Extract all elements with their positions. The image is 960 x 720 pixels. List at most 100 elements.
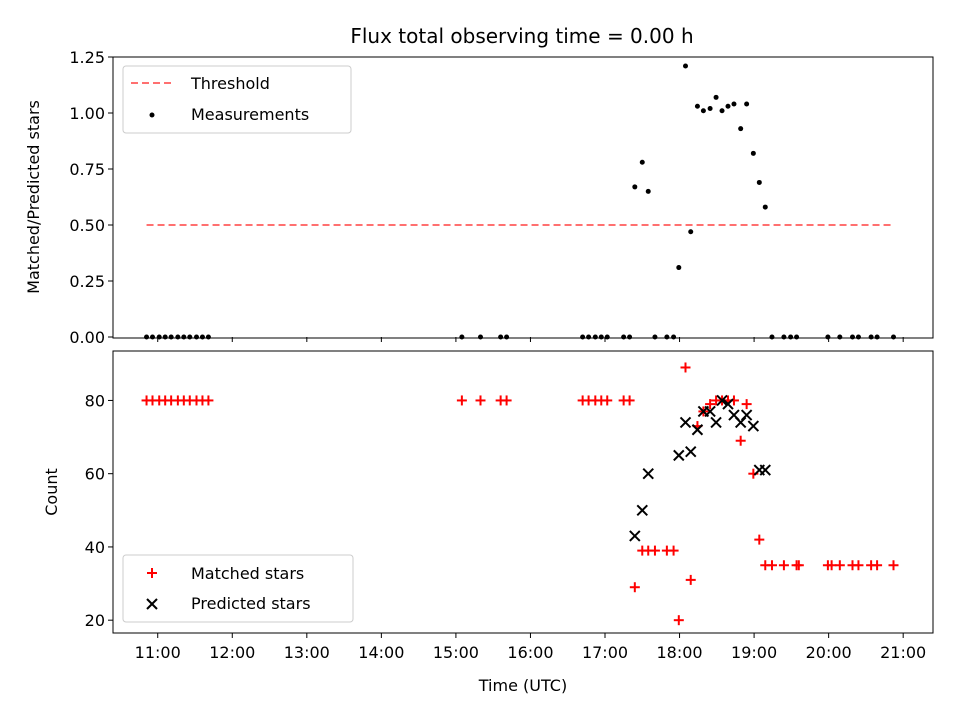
predicted-star-d2 [740,409,753,421]
measurement-point [193,334,199,340]
matched-star-point [668,545,679,556]
matched-star-point [793,560,804,571]
measurement-point [837,334,843,340]
top-axes-frame [112,56,934,339]
measurement-point [744,101,750,107]
measurement-point [459,334,465,340]
measurement-point [756,179,762,185]
measurement-point [664,334,670,340]
measurement-point [580,334,586,340]
measurement-point [645,188,651,194]
matched-star-point [735,435,746,446]
bottom-xtick-label: 12:00 [209,643,255,662]
top-ytick-label: 0.50 [69,216,105,235]
measurement-point [150,334,156,340]
measurement-point [794,334,800,340]
predicted-star-d2 [679,416,692,429]
matched-star-point [680,362,691,373]
measurement-point [604,334,610,340]
top-ylabel: Matched/Predicted stars [24,100,43,294]
bottom-xtick-label: 17:00 [582,643,628,662]
measurement-point [750,150,756,156]
predicted-star-point [679,416,692,429]
legend-matched-swatch [147,568,157,578]
measurement-point [144,334,150,340]
measurement-point [849,334,855,340]
top-legend: Threshold Measurements [122,65,352,134]
measurement-point [688,229,694,235]
bottom-xtick-label: 15:00 [433,643,479,662]
matched-star-point [649,545,660,556]
predicted-star-point [759,464,771,476]
measurement-point [738,126,744,132]
predicted-star-point [685,446,697,458]
predicted-star-d2 [728,409,740,421]
bottom-panel: Count 20 40 60 80 11:00 12:00 13:00 14:00 15:00 1… [42,350,934,695]
predicted-star-d2 [642,467,654,480]
predicted-star-d2 [704,405,716,418]
bottom-axes-frame [112,350,934,634]
measurement-point [498,334,504,340]
measurement-point [731,101,737,107]
predicted-star-d2 [629,530,641,542]
predicted-star-d2 [710,416,722,429]
measurement-point [781,334,787,340]
bottom-xtick-label: 13:00 [284,643,330,662]
matched-star-point [456,395,467,406]
measurement-point [652,334,658,340]
matched-star-point [673,615,684,626]
measurement-point [639,159,645,165]
measurement-point [890,334,896,340]
bottom-legend-box [122,554,354,623]
top-ytick-label: 0.75 [69,160,105,179]
top-ytick-label: 0.00 [69,328,105,347]
measurement-point [788,334,794,340]
bottom-xtick-label: 18:00 [656,643,702,662]
measurement-point [156,334,162,340]
predicted-star-d2 [685,446,697,458]
bottom-xtick-label: 14:00 [358,643,404,662]
bottom-plot-area: 20 40 60 80 11:00 12:00 13:00 14:00 15:00 16:00 17… [85,362,926,662]
legend-measurements-swatch [149,112,155,118]
measurement-point [181,334,187,340]
predicted-star-d2 [759,464,771,476]
matched-star-point [754,534,765,545]
legend-threshold-label: Threshold [190,74,270,93]
bottom-ytick-label: 40 [85,538,105,557]
measurement-point [855,334,861,340]
measurement-point [725,103,731,109]
matched-star-point [741,399,752,410]
matched-star-point [501,395,512,406]
matched-star-point [705,399,716,410]
measurement-point [874,334,880,340]
measurement-point [671,334,677,340]
measurement-point [586,334,592,340]
legend-matched-label: Matched stars [191,564,304,583]
predicted-star-point [629,530,641,542]
matched-star-point [778,560,789,571]
predicted-star-point [704,405,716,418]
matched-star-point [475,395,486,406]
matched-star-point [834,560,845,571]
top-ytick-label: 0.25 [69,272,105,291]
predicted-star-point [716,394,728,407]
measurement-point [676,265,682,271]
measurement-point [694,103,700,109]
measurement-point [205,334,211,340]
measurement-point [478,334,484,340]
bottom-xtick-label: 19:00 [731,643,777,662]
measurement-point [162,334,168,340]
predicted-star-d2 [691,424,704,436]
predicted-star-d2 [673,449,685,462]
matched-star-point [203,395,214,406]
predicted-star-point [710,416,722,429]
matched-star-point [766,560,777,571]
measurement-point [598,334,604,340]
predicted-star-point [642,467,654,480]
predicted-star-point [740,409,753,421]
measurement-point [825,334,831,340]
measurement-point [621,334,627,340]
bottom-ytick-label: 20 [85,611,105,630]
measurement-point [175,334,181,340]
bottom-ylabel: Count [42,468,61,516]
